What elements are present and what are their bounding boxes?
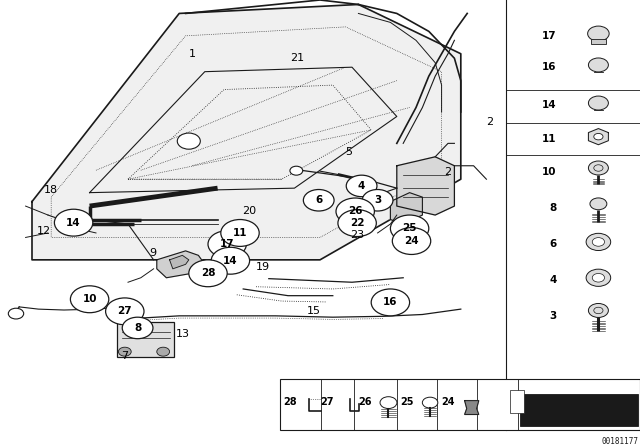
Text: 7: 7	[121, 351, 129, 361]
Text: 14: 14	[223, 256, 237, 266]
Bar	[510, 390, 524, 413]
Text: 11: 11	[542, 134, 557, 144]
Text: 14: 14	[67, 218, 81, 228]
Circle shape	[588, 161, 609, 175]
Circle shape	[594, 134, 603, 140]
Text: 2: 2	[486, 117, 493, 127]
Circle shape	[588, 26, 609, 41]
Text: 20: 20	[243, 206, 257, 215]
Bar	[280, 379, 640, 430]
Polygon shape	[588, 129, 609, 145]
Circle shape	[54, 209, 93, 236]
Bar	[520, 394, 638, 426]
Text: 12: 12	[36, 226, 51, 236]
Circle shape	[422, 397, 438, 408]
Text: 17: 17	[220, 239, 234, 249]
Text: 6: 6	[550, 239, 557, 249]
Text: 18: 18	[44, 185, 58, 195]
Polygon shape	[390, 193, 422, 224]
Circle shape	[336, 198, 374, 225]
Circle shape	[590, 198, 607, 210]
Text: 14: 14	[542, 100, 557, 110]
Circle shape	[70, 286, 109, 313]
Polygon shape	[157, 251, 205, 278]
Text: 4: 4	[358, 181, 365, 191]
Circle shape	[586, 269, 611, 286]
Circle shape	[106, 298, 144, 325]
Bar	[591, 39, 606, 44]
Text: 16: 16	[542, 62, 557, 72]
Text: 3: 3	[374, 195, 381, 205]
Circle shape	[221, 220, 259, 246]
Circle shape	[122, 317, 153, 339]
Circle shape	[346, 175, 377, 197]
Text: 11: 11	[233, 228, 247, 238]
Circle shape	[380, 397, 397, 409]
Circle shape	[371, 289, 410, 316]
Text: 3: 3	[550, 311, 557, 321]
Circle shape	[392, 228, 431, 254]
Circle shape	[303, 190, 334, 211]
Text: 9: 9	[148, 248, 156, 258]
Circle shape	[362, 190, 393, 211]
Circle shape	[157, 347, 170, 356]
Circle shape	[290, 166, 303, 175]
Text: 00181177: 00181177	[602, 437, 639, 446]
Circle shape	[588, 58, 609, 72]
Text: 28: 28	[284, 397, 297, 407]
Text: 10: 10	[83, 294, 97, 304]
Polygon shape	[170, 255, 189, 269]
Text: 1: 1	[189, 49, 195, 59]
Circle shape	[211, 247, 250, 274]
Text: 21: 21	[291, 53, 305, 63]
Text: 26: 26	[348, 207, 362, 216]
Circle shape	[592, 237, 605, 246]
Text: 27: 27	[320, 397, 333, 407]
Text: 24: 24	[404, 236, 419, 246]
Text: 17: 17	[542, 31, 557, 41]
Text: 28: 28	[201, 268, 215, 278]
Circle shape	[588, 96, 609, 110]
Text: 8: 8	[134, 323, 141, 333]
Polygon shape	[465, 401, 479, 414]
Text: 15: 15	[307, 306, 321, 316]
Circle shape	[586, 233, 611, 250]
Circle shape	[208, 231, 246, 258]
Circle shape	[8, 308, 24, 319]
Text: 10: 10	[542, 168, 557, 177]
Text: 25: 25	[400, 397, 413, 407]
Text: 16: 16	[383, 297, 397, 307]
Text: 4: 4	[549, 275, 557, 285]
Polygon shape	[397, 157, 454, 215]
Circle shape	[118, 347, 131, 356]
Circle shape	[338, 210, 376, 237]
Text: 5: 5	[346, 147, 352, 157]
FancyBboxPatch shape	[117, 322, 174, 357]
Text: 26: 26	[358, 397, 372, 407]
Text: 8: 8	[550, 203, 557, 213]
Text: 19: 19	[255, 262, 269, 271]
Circle shape	[390, 215, 429, 242]
Circle shape	[189, 260, 227, 287]
Text: 13: 13	[175, 329, 189, 339]
Circle shape	[592, 273, 605, 282]
Circle shape	[177, 133, 200, 149]
Polygon shape	[32, 4, 461, 260]
Circle shape	[588, 303, 609, 318]
Text: 25: 25	[403, 224, 417, 233]
Text: 24: 24	[442, 397, 455, 407]
Text: 6: 6	[315, 195, 323, 205]
Text: 2: 2	[444, 168, 452, 177]
Text: 23: 23	[350, 230, 364, 240]
Text: 27: 27	[118, 306, 132, 316]
Text: 22: 22	[350, 218, 364, 228]
